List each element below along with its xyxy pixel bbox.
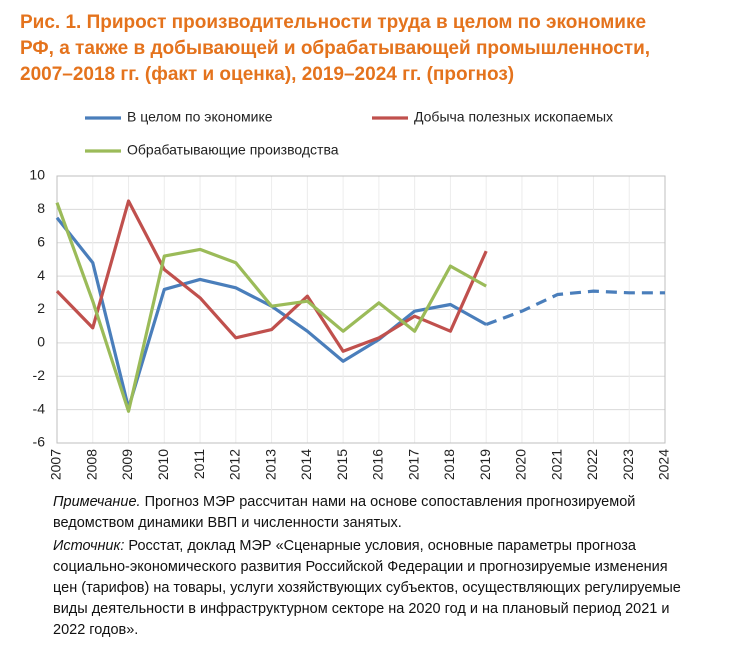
x-tick-label: 2021 <box>548 449 564 480</box>
x-tick-label: 2023 <box>620 449 636 480</box>
legend-label: Добыча полезных ископаемых <box>414 109 613 125</box>
source-label: Источник: <box>53 538 125 554</box>
y-tick-label: 6 <box>37 233 45 249</box>
x-tick-label: 2020 <box>513 449 529 480</box>
chart-title: Рис. 1. Прирост производительности труда… <box>20 10 730 88</box>
y-tick-label: -2 <box>33 367 46 383</box>
source-text: Росстат, доклад МЭР «Сценарные условия, … <box>53 538 681 638</box>
note-label: Примечание. <box>53 494 141 510</box>
x-tick-label: 2015 <box>334 449 350 480</box>
x-tick-label: 2016 <box>370 449 386 480</box>
x-tick-label: 2014 <box>298 449 314 480</box>
x-tick-label: 2019 <box>477 449 493 480</box>
x-tick-label: 2017 <box>405 449 421 480</box>
legend-label: Обрабатывающие производства <box>127 142 339 158</box>
x-tick-label: 2007 <box>48 449 64 480</box>
x-tick-label: 2010 <box>155 449 171 480</box>
note-text: Прогноз МЭР рассчитан нами на основе соп… <box>53 494 636 531</box>
x-tick-label: 2012 <box>227 449 243 480</box>
title-line: 2007–2018 гг. (факт и оценка), 2019–2024… <box>20 64 515 85</box>
x-tick-label: 2009 <box>119 449 135 480</box>
y-tick-label: -4 <box>33 400 46 416</box>
x-tick-label: 2024 <box>656 449 672 480</box>
y-tick-label: 8 <box>37 200 45 216</box>
y-tick-label: 10 <box>29 167 45 183</box>
note: Примечание. Прогноз МЭР рассчитан нами н… <box>53 492 693 534</box>
series-line <box>55 202 487 413</box>
y-tick-label: -6 <box>33 434 46 450</box>
legend-label: В целом по экономике <box>127 109 273 125</box>
source: Источник: Росстат, доклад МЭР «Сценарные… <box>53 536 693 641</box>
plot-frame <box>56 175 666 444</box>
x-tick-label: 2011 <box>191 449 207 479</box>
x-tick-label: 2013 <box>262 449 278 480</box>
x-tick-label: 2008 <box>83 449 99 480</box>
y-tick-label: 2 <box>37 300 45 316</box>
x-tick-label: 2018 <box>441 449 457 480</box>
title-line: РФ, а также в добывающей и обрабатывающе… <box>20 38 651 59</box>
forecast-line <box>485 289 665 327</box>
y-tick-label: 4 <box>37 267 45 283</box>
y-tick-label: 0 <box>37 334 45 350</box>
title-line: Рис. 1. Прирост производительности труда… <box>20 12 647 33</box>
x-tick-label: 2022 <box>584 449 600 480</box>
series-line <box>55 199 488 353</box>
